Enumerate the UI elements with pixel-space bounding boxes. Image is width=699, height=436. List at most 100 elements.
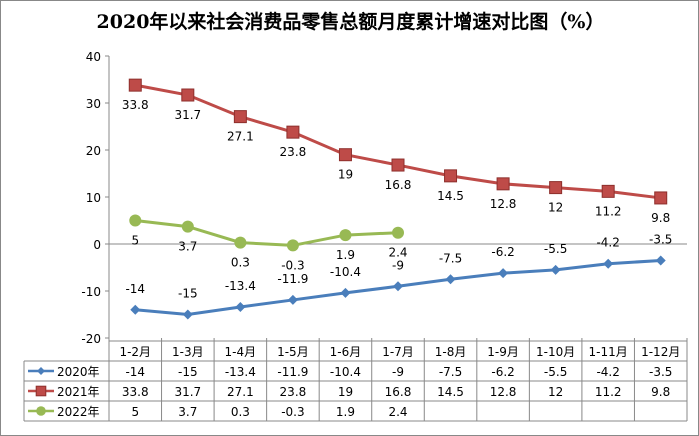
table-cell: 16.8 bbox=[385, 385, 412, 399]
data-point bbox=[287, 294, 298, 305]
category-label: 1-6月 bbox=[330, 345, 362, 359]
data-label: 12 bbox=[548, 201, 563, 215]
data-point bbox=[601, 184, 615, 198]
category-label: 1-5月 bbox=[277, 345, 309, 359]
table-cell: -7.5 bbox=[439, 365, 462, 379]
data-label: 9.8 bbox=[651, 211, 670, 225]
y-tick-label: 40 bbox=[86, 50, 101, 64]
data-point bbox=[392, 226, 404, 239]
data-label: 33.8 bbox=[122, 98, 149, 112]
data-label: -7.5 bbox=[439, 251, 462, 265]
category-label: 1-2月 bbox=[119, 345, 151, 359]
table-cell: -4.2 bbox=[596, 365, 619, 379]
legend-label: 2022年 bbox=[57, 405, 100, 419]
table-cell: -14 bbox=[125, 365, 145, 379]
table-cell: 27.1 bbox=[227, 385, 254, 399]
table-cell: 23.8 bbox=[280, 385, 307, 399]
y-tick-label: -20 bbox=[81, 332, 101, 346]
data-point bbox=[655, 255, 666, 266]
data-point bbox=[339, 229, 352, 242]
table-cell: 14.5 bbox=[437, 385, 464, 399]
table-cell: -6.2 bbox=[491, 365, 514, 379]
data-point bbox=[181, 220, 194, 233]
data-point bbox=[233, 110, 247, 124]
data-label: 0.3 bbox=[231, 256, 250, 270]
data-point bbox=[338, 148, 352, 162]
table-cell: 9.8 bbox=[651, 385, 670, 399]
data-label: -3.5 bbox=[649, 232, 672, 246]
data-label: 19 bbox=[338, 168, 353, 182]
data-label: 14.5 bbox=[437, 189, 464, 203]
data-label: -15 bbox=[178, 287, 198, 301]
data-label: 12.8 bbox=[490, 197, 517, 211]
data-point bbox=[496, 177, 510, 191]
table-cell: 0.3 bbox=[231, 405, 250, 419]
table-cell: -10.4 bbox=[330, 365, 361, 379]
data-point bbox=[445, 274, 456, 285]
data-point bbox=[498, 268, 509, 279]
data-label: -0.3 bbox=[281, 258, 304, 272]
legend-label: 2021年 bbox=[57, 385, 100, 399]
table-cell: 11.2 bbox=[595, 385, 622, 399]
table-cell: 5 bbox=[131, 405, 139, 419]
y-tick-label: 30 bbox=[86, 97, 101, 111]
data-point bbox=[286, 239, 299, 252]
table-cell: 19 bbox=[338, 385, 353, 399]
table-cell: -11.9 bbox=[277, 365, 308, 379]
data-point bbox=[444, 169, 458, 183]
data-label: 27.1 bbox=[227, 130, 254, 144]
data-label: -10.4 bbox=[330, 265, 361, 279]
data-point bbox=[130, 304, 141, 315]
table-cell: 3.7 bbox=[178, 405, 197, 419]
y-tick-label: -10 bbox=[81, 285, 101, 299]
data-point bbox=[234, 236, 247, 249]
data-label: 2.4 bbox=[388, 246, 407, 260]
category-label: 1-9月 bbox=[487, 345, 519, 359]
data-label: 16.8 bbox=[385, 178, 412, 192]
table-cell: 1.9 bbox=[336, 405, 355, 419]
table-cell: 12.8 bbox=[490, 385, 517, 399]
y-tick-label: 0 bbox=[93, 238, 101, 252]
data-point bbox=[393, 281, 403, 292]
category-label: 1-10月 bbox=[536, 345, 575, 359]
table-cell: 2.4 bbox=[388, 405, 407, 419]
table-cell: -9 bbox=[392, 365, 404, 379]
category-label: 1-11月 bbox=[589, 345, 628, 359]
data-point bbox=[550, 264, 561, 275]
y-tick-label: 10 bbox=[86, 191, 101, 205]
data-label: -6.2 bbox=[491, 245, 514, 259]
data-label: 11.2 bbox=[595, 204, 622, 218]
legend-marker bbox=[35, 385, 47, 397]
data-label: 5 bbox=[131, 234, 139, 248]
category-label: 1-7月 bbox=[382, 345, 414, 359]
legend-marker bbox=[37, 367, 45, 375]
data-point bbox=[340, 287, 351, 298]
data-point bbox=[182, 309, 193, 320]
chart-title: 2020年以来社会消费品零售总额月度累计增速对比图（%） bbox=[96, 11, 605, 33]
data-point bbox=[603, 258, 614, 269]
data-label: 3.7 bbox=[178, 240, 197, 254]
data-point bbox=[549, 181, 563, 195]
table-cell: 31.7 bbox=[174, 385, 201, 399]
series-line-2022年 bbox=[135, 219, 399, 247]
table-cell: -13.4 bbox=[225, 365, 256, 379]
table-cell: -5.5 bbox=[544, 365, 567, 379]
category-label: 1-12月 bbox=[641, 345, 680, 359]
data-label: -13.4 bbox=[225, 279, 256, 293]
category-label: 1-8月 bbox=[435, 345, 467, 359]
data-label: -14 bbox=[125, 282, 145, 296]
category-label: 1-3月 bbox=[172, 345, 204, 359]
data-label: 23.8 bbox=[280, 145, 307, 159]
data-point bbox=[286, 125, 300, 139]
data-label: 31.7 bbox=[174, 108, 201, 122]
data-point bbox=[129, 214, 142, 227]
data-label: -4.2 bbox=[596, 236, 619, 250]
legend-marker bbox=[36, 406, 46, 416]
data-point bbox=[128, 78, 142, 92]
table-cell: -0.3 bbox=[281, 405, 304, 419]
category-label: 1-4月 bbox=[225, 345, 257, 359]
data-point bbox=[654, 191, 668, 205]
data-point bbox=[391, 158, 405, 172]
